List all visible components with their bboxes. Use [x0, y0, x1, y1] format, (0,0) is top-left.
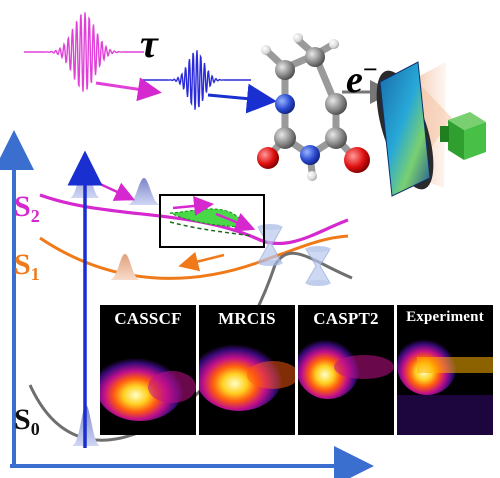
- s1-curve: [39, 234, 349, 280]
- panel-label: CASPT2: [313, 309, 379, 328]
- pump-arrow: [95, 77, 162, 102]
- state-s0-label: S0: [14, 403, 40, 440]
- panel-casscf: CASSCF: [100, 305, 196, 435]
- state-s2-label: S2: [14, 190, 40, 227]
- s2-motion-arrow-2: [172, 196, 214, 216]
- state-s1-label: S1: [14, 248, 40, 285]
- probe-arrow: [207, 83, 277, 114]
- camera-icon: [440, 112, 486, 160]
- focus-box: [159, 194, 265, 248]
- panel-mrcis: MRCIS: [199, 305, 295, 435]
- pump-pulse: [24, 12, 144, 92]
- panel-experiment: Experiment: [397, 305, 493, 435]
- delay-label: τ: [140, 21, 158, 66]
- conical-intersection-2: [305, 246, 331, 286]
- detector-icon: [376, 61, 452, 197]
- wavepacket-s2-mid: [128, 178, 160, 205]
- s2-motion-arrow-3: [215, 212, 256, 232]
- panel-label: MRCIS: [218, 309, 276, 328]
- electron-label: e−: [346, 55, 378, 101]
- panel-label: Experiment: [406, 309, 484, 325]
- panel-caspt2: CASPT2: [298, 305, 394, 435]
- molecule-icon: [257, 33, 370, 181]
- panel-label: CASSCF: [114, 309, 182, 328]
- s1-motion-arrow: [178, 251, 225, 272]
- s2-motion-arrow-1: [99, 182, 136, 201]
- wavepacket-s1: [110, 254, 140, 280]
